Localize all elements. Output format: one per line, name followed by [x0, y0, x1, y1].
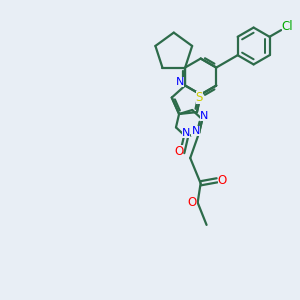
Text: O: O	[218, 174, 227, 187]
Text: N: N	[200, 111, 208, 121]
Text: N: N	[176, 77, 184, 87]
Text: N: N	[182, 128, 190, 138]
Text: Cl: Cl	[282, 20, 293, 33]
Text: S: S	[196, 91, 203, 104]
Text: O: O	[174, 145, 183, 158]
Text: O: O	[188, 196, 197, 209]
Text: N: N	[191, 126, 200, 136]
